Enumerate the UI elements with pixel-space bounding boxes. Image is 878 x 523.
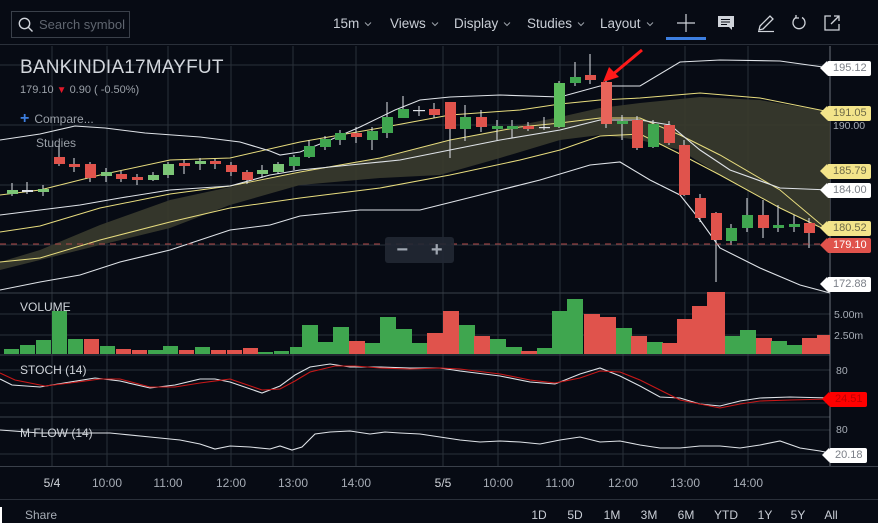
range-5d-button[interactable]: 5D <box>567 508 583 522</box>
range-6m-button[interactable]: 6M <box>677 508 695 522</box>
time-label: 14:00 <box>732 476 764 490</box>
comment-icon <box>718 16 734 30</box>
time-label: 5/5 <box>434 476 452 490</box>
price-tick: 190.00 <box>833 120 866 132</box>
popout-icon <box>824 15 840 31</box>
chevron-down-icon <box>577 21 585 26</box>
stoch-tick-80: 80 <box>836 365 848 377</box>
interval-label: 15m <box>333 16 360 31</box>
time-label: 10:00 <box>91 476 123 490</box>
popout-button[interactable] <box>821 12 843 34</box>
price-tag-last: 179.10 <box>820 238 871 253</box>
studies-menu[interactable]: Studies <box>527 16 585 31</box>
range-all-button[interactable]: All <box>824 508 838 522</box>
crosshair-tool-button[interactable] <box>675 12 697 34</box>
pencil-icon <box>758 15 774 33</box>
refresh-icon <box>792 15 806 30</box>
reset-button[interactable] <box>788 12 810 34</box>
chevron-down-icon <box>431 21 439 26</box>
stoch-d-line <box>0 365 831 409</box>
draw-tool-button[interactable] <box>755 12 777 34</box>
left-edge-marker <box>0 507 2 523</box>
time-label: 11:00 <box>545 476 575 490</box>
price-tag-bollinger-upper: 195.12 <box>820 61 871 76</box>
time-label: 5/4 <box>43 476 61 490</box>
range-5y-button[interactable]: 5Y <box>790 508 806 522</box>
views-label: Views <box>390 16 426 31</box>
display-label: Display <box>454 16 499 31</box>
stoch-value-tag: 24.51 <box>822 392 867 407</box>
views-menu[interactable]: Views <box>390 16 439 31</box>
symbol-title: BANKINDIA17MAYFUT <box>20 57 224 78</box>
chart-canvas[interactable] <box>0 0 878 466</box>
price-summary: 179.10 ▼ 0.90 ( -0.50%) <box>20 84 139 96</box>
price-tag-band-mid: 185.79 <box>820 164 871 179</box>
mflow-line <box>0 429 831 454</box>
search-input[interactable] <box>39 17 129 32</box>
time-label: 13:00 <box>277 476 309 490</box>
time-label: 13:00 <box>669 476 701 490</box>
volume-pane-label: VOLUME <box>20 300 71 314</box>
time-label: 11:00 <box>153 476 183 490</box>
search-box[interactable] <box>11 11 130 38</box>
band-fill <box>0 97 830 270</box>
active-tool-indicator <box>666 37 706 40</box>
layout-label: Layout <box>600 16 641 31</box>
zoom-in-button[interactable]: + <box>430 239 443 261</box>
chevron-down-icon <box>503 21 511 26</box>
chevron-down-icon <box>646 21 653 26</box>
compare-label: Compare... <box>34 112 94 126</box>
volume-tick: 2.50m <box>834 330 864 342</box>
plus-icon: + <box>20 110 30 127</box>
price-tag-band-lower: 180.52 <box>820 221 871 236</box>
interval-menu[interactable]: 15m <box>333 16 372 31</box>
last-price: 179.10 <box>20 84 54 96</box>
studies-label: Studies <box>527 16 573 31</box>
volume-bars <box>4 292 830 354</box>
comment-tool-button[interactable] <box>715 12 737 34</box>
price-tag-bollinger-lower: 172.88 <box>820 277 871 292</box>
zoom-out-button[interactable]: − <box>396 239 409 261</box>
price-tag-band-upper: 191.05 <box>820 106 871 121</box>
display-menu[interactable]: Display <box>454 16 511 31</box>
band-lower-line <box>0 133 831 263</box>
price-change: 0.90 <box>69 84 91 96</box>
annotation-arrow-icon <box>603 48 643 82</box>
time-label: 14:00 <box>340 476 372 490</box>
range-1d-button[interactable]: 1D <box>531 508 547 522</box>
bollinger-mid <box>0 119 831 216</box>
time-label: 12:00 <box>607 476 639 490</box>
range-3m-button[interactable]: 3M <box>640 508 658 522</box>
search-icon <box>18 17 33 32</box>
time-label: 10:00 <box>482 476 514 490</box>
studies-link[interactable]: Studies <box>36 136 77 150</box>
range-1m-button[interactable]: 1M <box>603 508 621 522</box>
bollinger-lower <box>0 161 831 294</box>
mflow-value-tag: 20.18 <box>822 448 867 463</box>
price-change-pct: ( -0.50%) <box>93 84 140 96</box>
range-1y-button[interactable]: 1Y <box>757 508 773 522</box>
toolbar: 15m Views Display Studies Layout <box>0 0 878 45</box>
footer: Share 1D 5D 1M 3M 6M YTD 1Y 5Y All <box>0 500 878 523</box>
compare-button[interactable]: + Compare... <box>20 110 94 127</box>
share-button[interactable]: Share <box>25 508 58 522</box>
bollinger-upper <box>0 59 831 156</box>
volume-tick: 5.00m <box>834 309 864 321</box>
layout-menu[interactable]: Layout <box>600 16 654 31</box>
stoch-pane-label: STOCH (14) <box>20 363 87 377</box>
zoom-controls: − + <box>385 237 454 263</box>
candles <box>7 54 815 282</box>
mflow-tick-80: 80 <box>836 424 848 436</box>
range-ytd-button[interactable]: YTD <box>714 508 738 522</box>
crosshair-icon <box>677 14 695 32</box>
time-label: 12:00 <box>215 476 247 490</box>
down-arrow-icon: ▼ <box>56 84 67 96</box>
chevron-down-icon <box>364 21 372 26</box>
stoch-k-line <box>0 363 831 407</box>
mflow-pane-label: M FLOW (14) <box>20 426 93 440</box>
price-tag-bollinger-mid: 184.00 <box>820 183 871 198</box>
time-axis[interactable]: 5/4 10:00 11:00 12:00 13:00 14:00 5/5 10… <box>0 466 878 500</box>
band-mid-line <box>0 117 831 233</box>
